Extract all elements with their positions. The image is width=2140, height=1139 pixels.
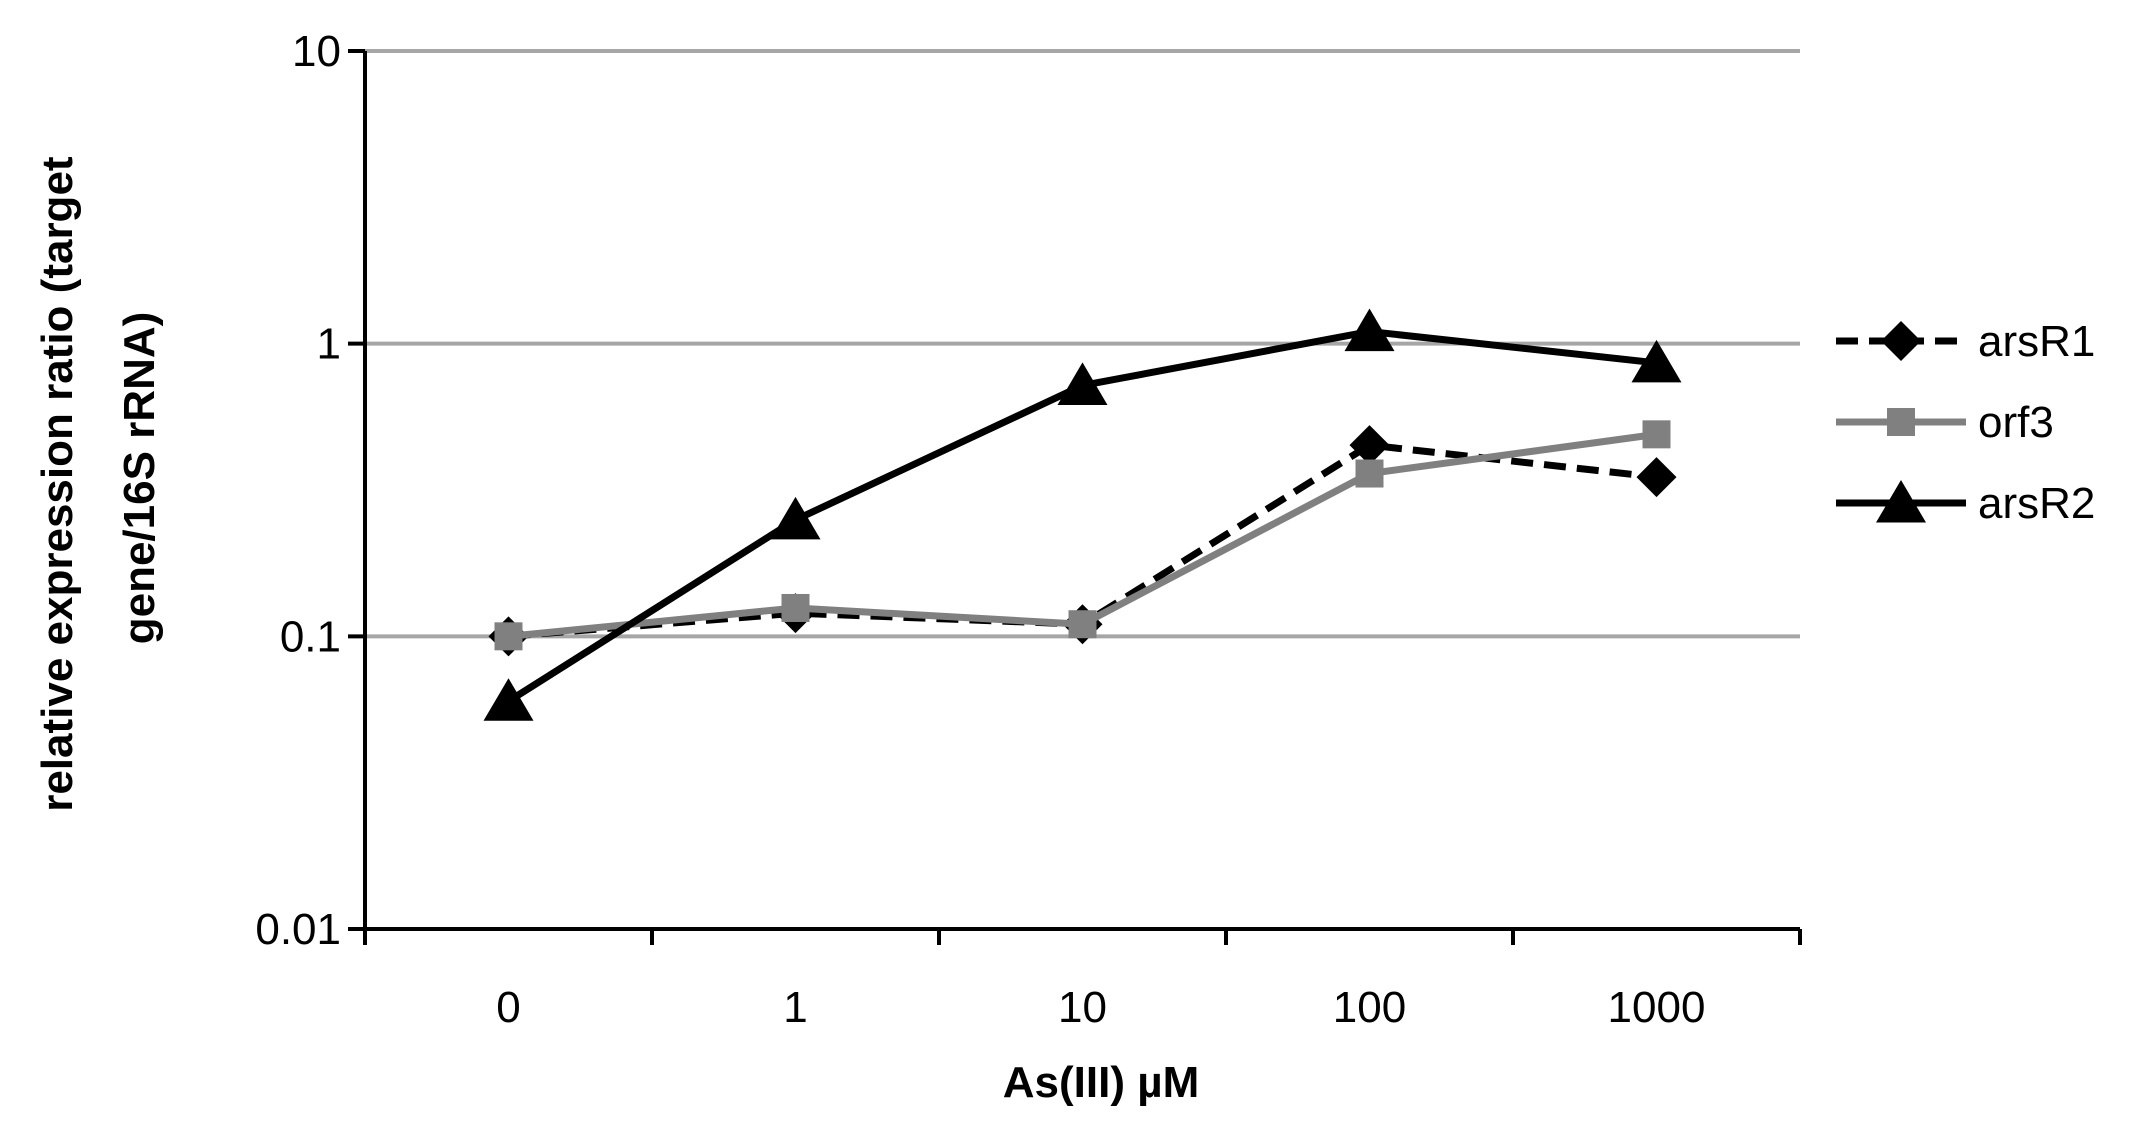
series-orf3 <box>494 420 1671 651</box>
legend-item-arsR1: arsR1 <box>1836 317 2095 366</box>
y-axis-title-line1: relative expression ratio (target <box>33 156 82 812</box>
legend-label-orf3: orf3 <box>1978 398 2054 447</box>
data-point-orf3 <box>494 622 523 651</box>
x-tick-label: 100 <box>1333 983 1406 1032</box>
x-axis-title: As(III) µM <box>1003 1058 1199 1107</box>
data-point-arsR2 <box>483 678 534 721</box>
data-point-arsR2 <box>1344 308 1395 352</box>
legend-marker-arsR1 <box>1881 321 1921 361</box>
x-tick-label: 1 <box>783 983 807 1032</box>
data-point-orf3 <box>1355 459 1384 488</box>
legend-item-orf3: orf3 <box>1836 398 2054 447</box>
y-axis-title: relative expression ratio (target gene/1… <box>33 144 164 812</box>
x-tick-label: 1000 <box>1608 983 1706 1032</box>
data-point-orf3 <box>1642 420 1671 449</box>
y-axis-title-line2: gene/16S rRNA) <box>115 312 164 645</box>
x-tick-label: 10 <box>1058 983 1107 1032</box>
x-axis-ticks: 0 1 10 100 1000 <box>363 929 1802 1032</box>
gridlines <box>365 49 1800 639</box>
legend: arsR1 orf3 arsR2 <box>1836 317 2095 528</box>
y-axis-ticks: 10 1 0.1 0.01 <box>255 27 365 954</box>
data-point-arsR2 <box>770 496 821 540</box>
y-tick-label: 0.1 <box>280 612 341 661</box>
y-tick-label: 1 <box>317 320 341 369</box>
legend-label-arsR2: arsR2 <box>1978 479 2095 528</box>
data-point-arsR1 <box>1349 425 1390 466</box>
x-tick-label: 0 <box>496 983 520 1032</box>
legend-marker-arsR2 <box>1876 480 1926 523</box>
axes <box>348 51 1800 931</box>
y-tick-label: 10 <box>292 27 341 76</box>
legend-item-arsR2: arsR2 <box>1836 479 2095 528</box>
data-point-orf3 <box>1068 610 1097 639</box>
data-point-arsR2 <box>1057 362 1108 405</box>
series-arsR2 <box>483 308 1682 721</box>
series-group <box>483 308 1682 721</box>
data-point-arsR1 <box>1636 457 1677 498</box>
data-point-arsR2 <box>1631 339 1682 383</box>
data-point-orf3 <box>781 593 810 622</box>
legend-marker-orf3 <box>1887 408 1915 436</box>
legend-label-arsR1: arsR1 <box>1978 317 2095 366</box>
y-tick-label: 0.01 <box>255 905 341 954</box>
